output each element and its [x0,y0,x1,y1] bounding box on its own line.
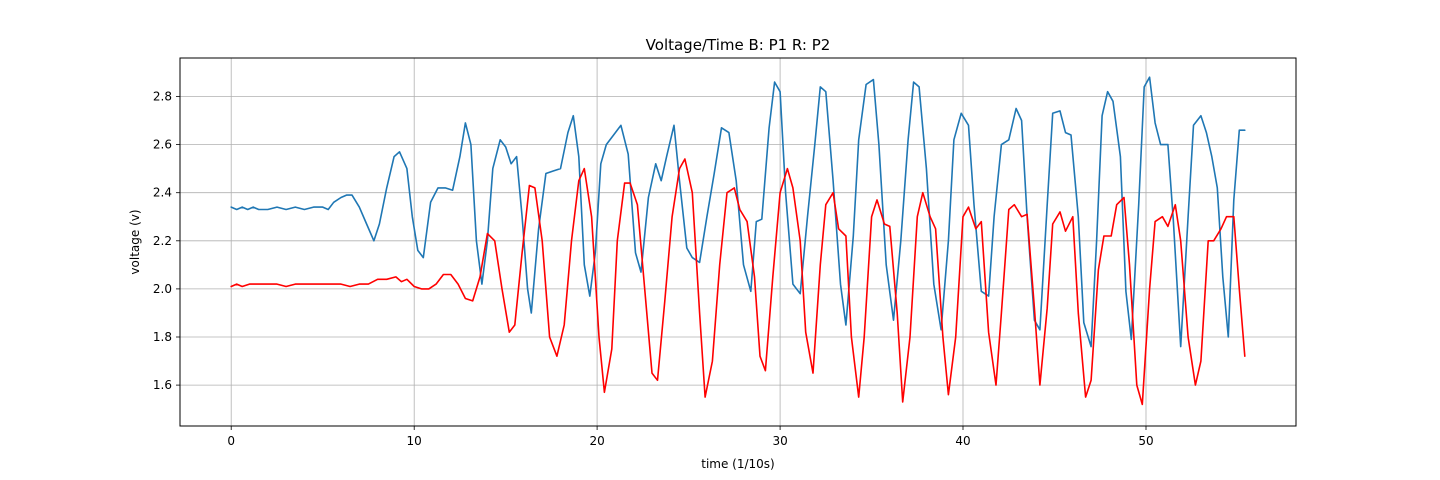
x-tick-label: 30 [772,434,787,448]
y-tick-label: 2.2 [153,234,172,248]
plot-frame [179,57,1297,427]
y-tick-label: 2.0 [153,282,172,296]
x-tick-label: 20 [589,434,604,448]
series-line-p1 [230,76,1246,348]
x-tick-label: 10 [407,434,422,448]
y-tick-label: 1.6 [153,378,172,392]
x-tick-label: 50 [1138,434,1153,448]
y-tick-label: 2.4 [153,186,172,200]
x-tick-label: 40 [955,434,970,448]
x-tick-label: 0 [227,434,235,448]
axis-ticks: 0 10 20 30 40 50 1.6 1.8 2.0 2.2 2.4 2.6 2.8 [153,90,1154,449]
y-tick-label: 2.6 [153,138,172,152]
y-tick-label: 2.8 [153,90,172,104]
series-line-p2 [230,158,1246,406]
y-tick-label: 1.8 [153,330,172,344]
y-axis-label: voltage (v) [128,209,142,274]
x-axis-label: time (1/10s) [701,457,775,471]
series-lines [230,76,1246,406]
chart-title: Voltage/Time B: P1 R: P2 [646,36,831,54]
